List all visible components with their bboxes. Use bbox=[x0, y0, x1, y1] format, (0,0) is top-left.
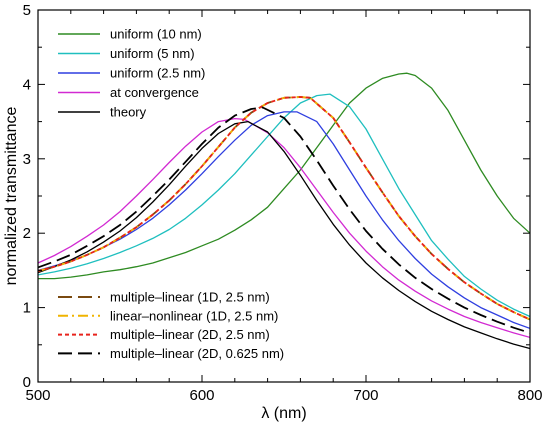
legend-label: uniform (5 nm) bbox=[110, 46, 195, 61]
y-tick-label: 4 bbox=[23, 76, 31, 93]
legend-label: at convergence bbox=[110, 85, 199, 100]
legend-bottom: multiple–linear (1D, 2.5 nm) linear–nonli… bbox=[58, 290, 284, 361]
series-line-9 bbox=[38, 106, 530, 334]
x-tick-label: 600 bbox=[189, 387, 214, 404]
y-tick-label: 5 bbox=[23, 2, 31, 19]
series-line-3 bbox=[38, 111, 530, 330]
series-line-6 bbox=[38, 96, 530, 321]
x-axis-title: λ (nm) bbox=[261, 405, 306, 422]
series-line-8 bbox=[38, 96, 530, 321]
series-line-7 bbox=[38, 96, 530, 321]
x-tick-label: 700 bbox=[353, 387, 378, 404]
legend-label: linear–nonlinear (1D, 2.5 nm) bbox=[110, 308, 278, 323]
legend-label: theory bbox=[110, 105, 147, 120]
y-axis-title: normalized transmittance bbox=[3, 107, 20, 286]
series-line-5 bbox=[38, 120, 530, 350]
series-line-2 bbox=[38, 93, 530, 318]
legend-label: uniform (10 nm) bbox=[110, 27, 202, 42]
legend-label: multiple–linear (2D, 0.625 nm) bbox=[110, 346, 284, 361]
legend-label: multiple–linear (1D, 2.5 nm) bbox=[110, 290, 270, 305]
y-tick-label: 2 bbox=[23, 225, 31, 242]
y-tick-label: 1 bbox=[23, 300, 31, 317]
y-tick-label: 3 bbox=[23, 151, 31, 168]
legend-label: multiple–linear (2D, 2.5 nm) bbox=[110, 327, 270, 342]
legend-top: uniform (10 nm) uniform (5 nm) uniform (2.… bbox=[58, 27, 205, 120]
y-tick-label: 0 bbox=[23, 374, 31, 391]
ticks-layer: 500 600 700 800 0 1 2 3 4 5 bbox=[23, 2, 543, 404]
x-tick-label: 800 bbox=[517, 387, 542, 404]
series-layer bbox=[38, 72, 530, 350]
x-tick-label: 500 bbox=[25, 387, 50, 404]
series-line-1 bbox=[38, 72, 530, 280]
legend-label: uniform (2.5 nm) bbox=[110, 66, 205, 81]
series-line-4 bbox=[38, 117, 530, 339]
